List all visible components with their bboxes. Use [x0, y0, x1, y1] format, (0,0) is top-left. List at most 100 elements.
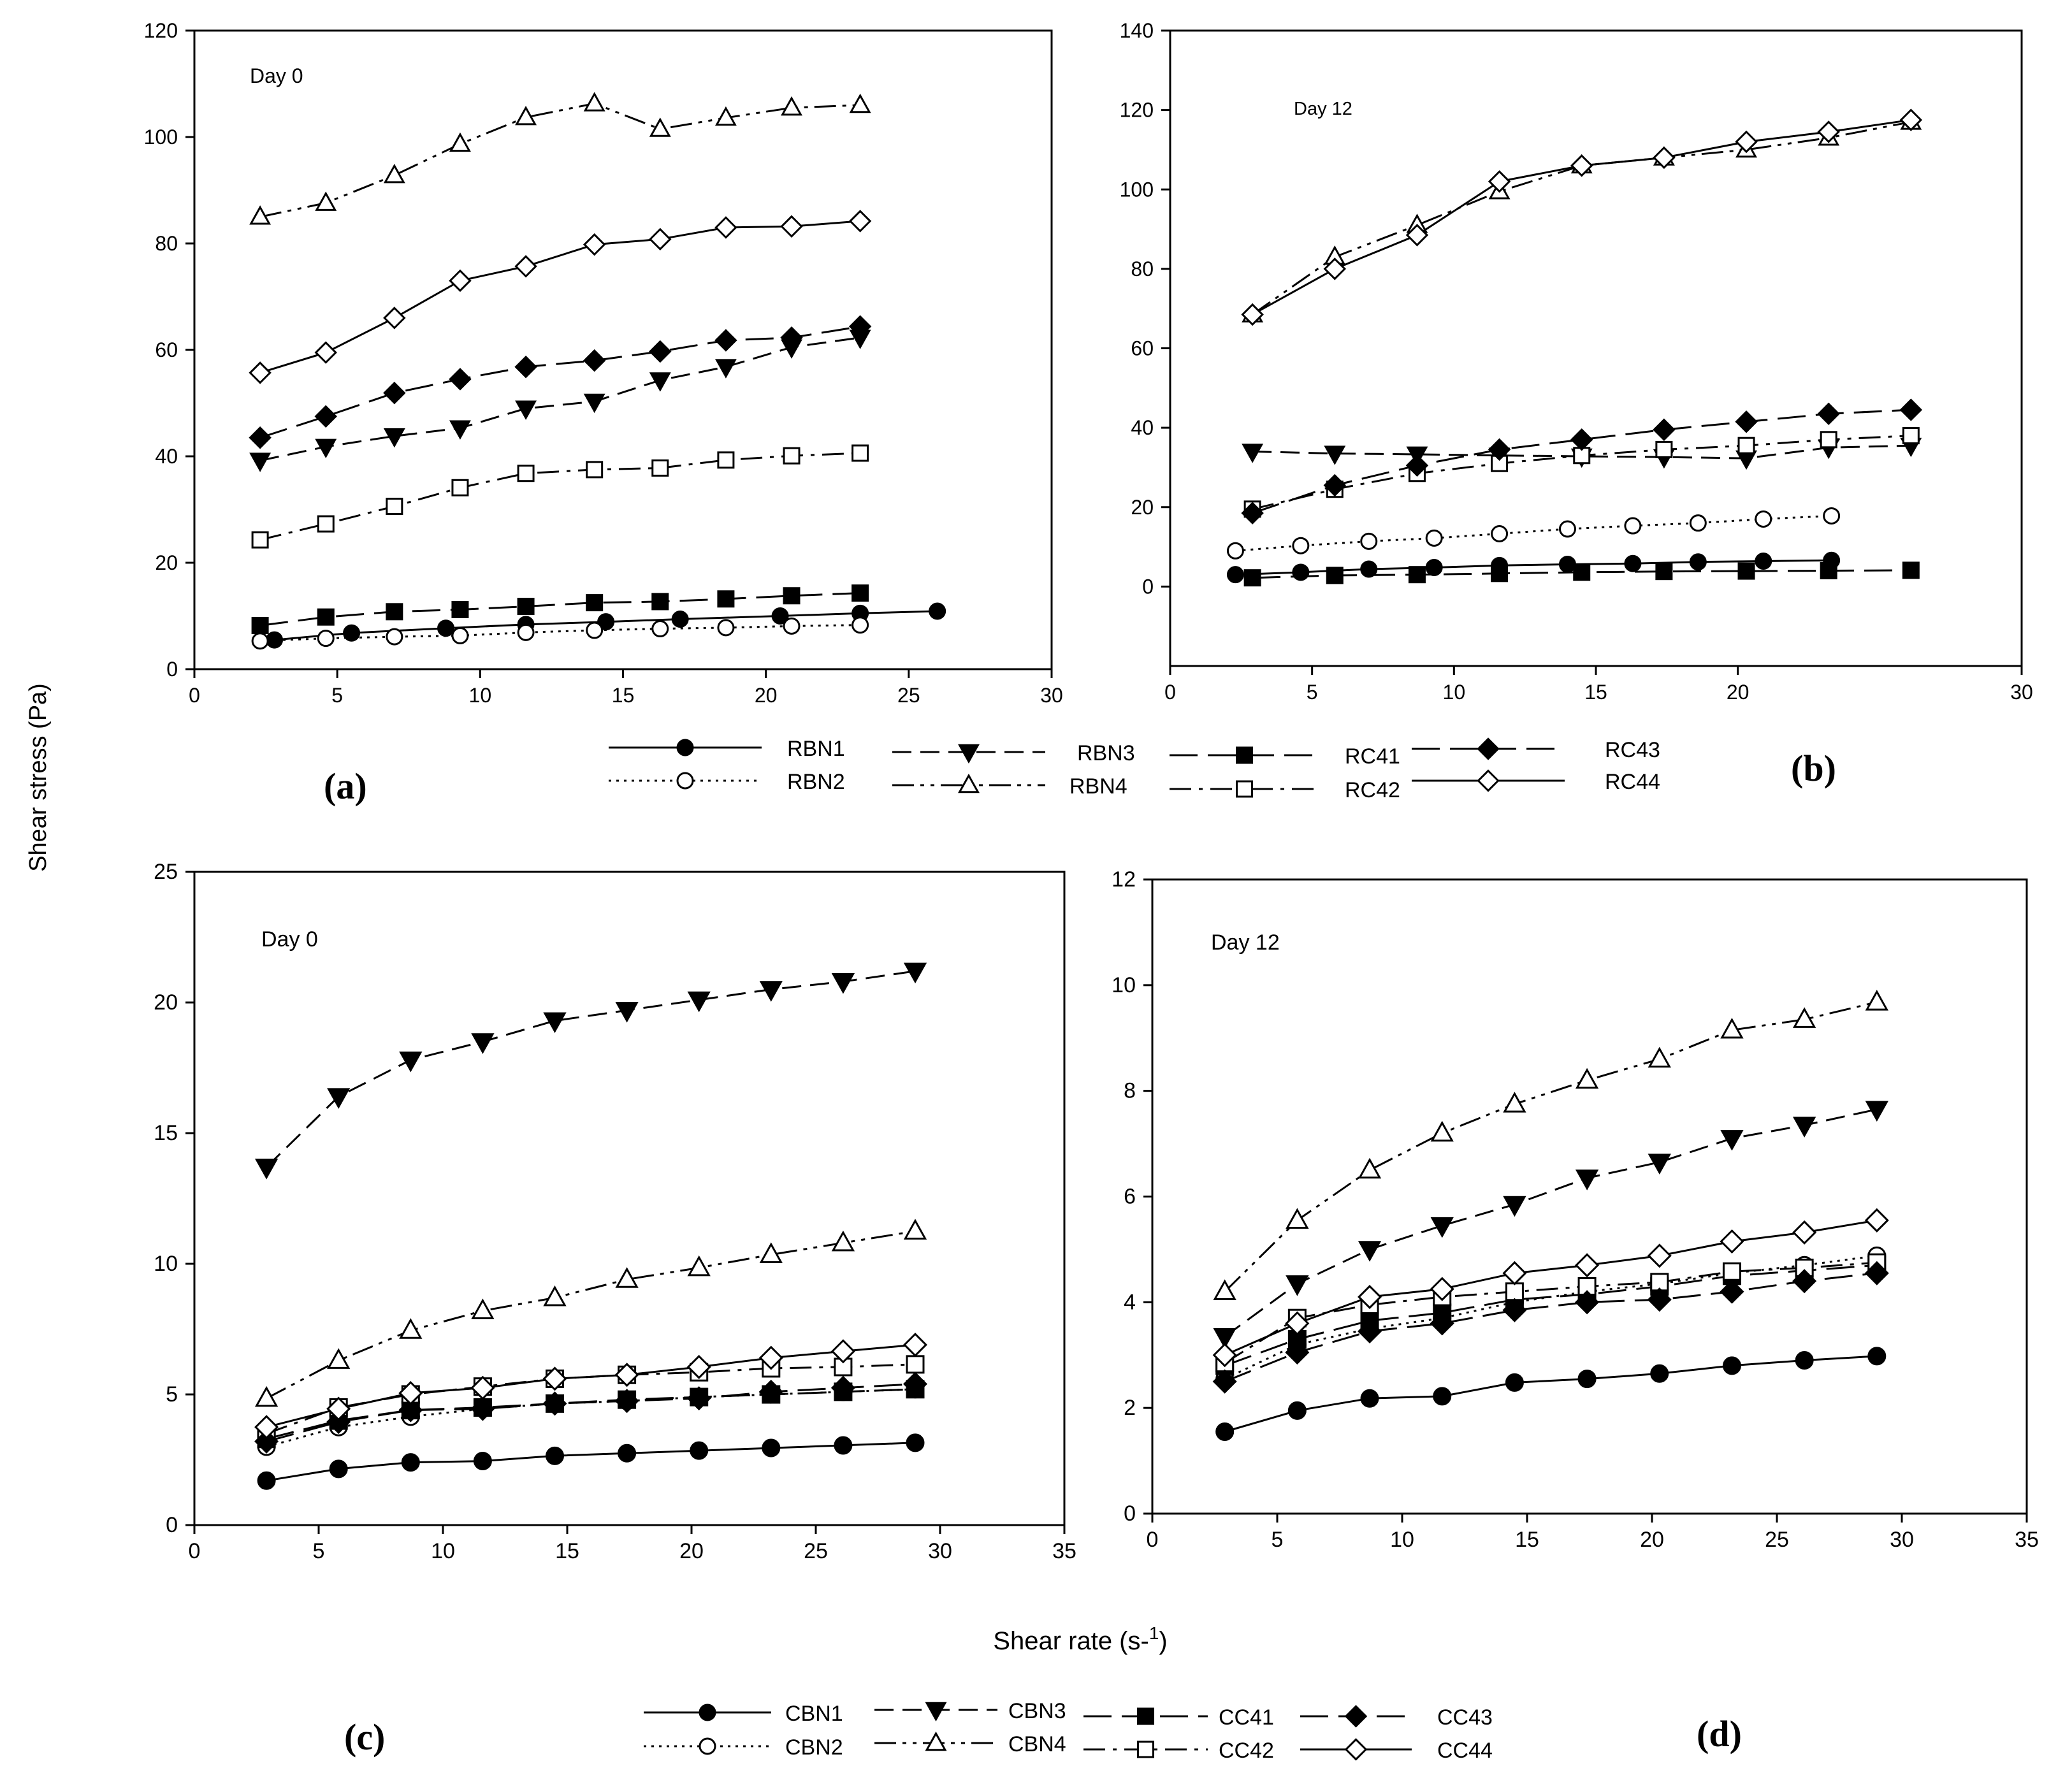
point-d-CBN1-5 [1577, 1370, 1597, 1389]
point-a-RC43-3 [449, 368, 472, 391]
legend-label-RBN2: RBN2 [787, 770, 845, 794]
point-c-CBN3-8 [831, 973, 855, 994]
series-line-d-CC42 [1224, 1261, 1877, 1364]
x-tick-label-b-2: 10 [1443, 681, 1466, 704]
x-tick-label-b-3: 15 [1584, 681, 1607, 704]
point-a-RC41-1 [317, 608, 335, 626]
x-tick-label-c-6: 30 [928, 1539, 952, 1563]
plot-frame-d [1151, 878, 2028, 1515]
panel-a-chart: 0 5 10 15 20 25 30 0 20 40 60 80 100 120 Day 0 [144, 19, 1063, 707]
point-a-RC41-7 [717, 590, 735, 608]
point-d-CBN3-5 [1575, 1169, 1599, 1190]
legend-marker-RBN4 [958, 773, 980, 793]
point-c-CBN4-0 [254, 1386, 279, 1407]
point-a-RC43-2 [383, 381, 406, 405]
point-a-RBN2-2 [386, 628, 403, 646]
legend-marker-CBN2 [699, 1737, 716, 1755]
point-b-RC41-3 [1491, 565, 1509, 582]
point-c-CC44-4 [542, 1366, 567, 1391]
point-a-RBN4-4 [515, 106, 537, 126]
series-line-b-RC44 [1252, 119, 1911, 315]
point-d-CC44-8 [1792, 1220, 1817, 1245]
y-tick-label-d-1: 2 [1124, 1396, 1136, 1420]
point-d-CBN1-8 [1795, 1351, 1814, 1370]
legend-marker-CC41 [1137, 1707, 1154, 1725]
point-d-CC42-7 [1722, 1262, 1741, 1281]
point-b-RBN3-0 [1242, 444, 1264, 463]
point-d-CBN1-9 [1867, 1347, 1887, 1366]
point-d-CC44-2 [1358, 1285, 1382, 1310]
point-a-RC43-1 [314, 405, 337, 428]
point-b-RC41-4 [1573, 563, 1591, 581]
point-c-CC44-6 [686, 1354, 711, 1379]
legend-label-RC42: RC42 [1345, 778, 1400, 802]
point-c-CBN3-7 [759, 981, 783, 1002]
point-d-CBN3-1 [1286, 1275, 1309, 1296]
point-d-CBN3-4 [1503, 1196, 1526, 1217]
panel-label-c: (c) [344, 1716, 385, 1758]
point-d-CBN3-7 [1720, 1130, 1744, 1151]
point-a-RC42-9 [851, 444, 869, 462]
point-b-RBN2-9 [1823, 507, 1841, 525]
point-c-CC43-9 [902, 1371, 928, 1396]
point-a-RC41-3 [451, 600, 469, 618]
point-d-CC44-1 [1285, 1311, 1310, 1336]
point-a-RC44-9 [848, 210, 872, 233]
point-c-CBN1-1 [329, 1459, 348, 1479]
point-c-CBN3-2 [399, 1052, 423, 1073]
panel-label-b: (b) [1791, 748, 1836, 789]
point-c-CBN1-2 [401, 1453, 420, 1472]
point-d-CBN1-6 [1650, 1364, 1669, 1383]
point-a-RBN4-0 [249, 205, 272, 225]
point-c-CC43-3 [470, 1396, 495, 1421]
point-d-CC43-1 [1285, 1340, 1310, 1365]
point-d-CBN1-7 [1722, 1356, 1741, 1375]
point-a-RC44-0 [249, 361, 272, 384]
point-d-CBN4-8 [1792, 1007, 1816, 1028]
point-c-CBN1-5 [618, 1444, 637, 1463]
x-axis-label-superscript: 1 [1149, 1623, 1159, 1643]
point-b-RC44-2 [1405, 224, 1429, 247]
point-c-CC44-7 [758, 1345, 783, 1370]
y-tick-label-a-5: 100 [144, 126, 178, 148]
point-c-CBN4-2 [399, 1318, 423, 1339]
series-line-a-RC43 [259, 325, 860, 439]
point-a-RC44-2 [383, 307, 406, 329]
point-c-CBN3-4 [543, 1012, 567, 1034]
point-c-CC43-2 [398, 1398, 423, 1422]
panel-b-chart: 0 5 10 15 20 30 0 20 40 60 80 100 120 140 Day 12 [1120, 19, 2033, 704]
point-a-RBN4-3 [449, 132, 471, 152]
point-a-RBN4-5 [583, 92, 605, 112]
y-tick-label-a-1: 20 [155, 551, 178, 574]
point-d-CBN1-0 [1215, 1422, 1235, 1441]
series-line-b-RC43 [1252, 409, 1911, 514]
series-line-d-CC44 [1224, 1219, 1878, 1356]
point-c-CC43-6 [686, 1386, 711, 1411]
x-tick-label-d-7: 35 [2015, 1528, 2039, 1552]
point-d-CBN4-1 [1286, 1208, 1309, 1229]
x-tick-label-c-1: 5 [313, 1539, 325, 1563]
point-d-CC44-0 [1212, 1343, 1237, 1368]
point-a-RC44-8 [780, 215, 803, 238]
series-line-a-RBN3 [259, 336, 860, 462]
point-d-CBN4-4 [1503, 1092, 1526, 1113]
y-tick-label-d-6: 12 [1112, 867, 1136, 892]
x-tick-label-d-2: 10 [1390, 1528, 1414, 1552]
point-c-CBN1-0 [257, 1471, 276, 1490]
point-a-RC41-2 [386, 603, 403, 621]
legend-marker-RBN2 [676, 772, 694, 790]
y-tick-label-a-6: 120 [144, 19, 178, 42]
x-tick-label-a-5: 25 [897, 684, 920, 707]
point-a-RC44-1 [314, 341, 337, 364]
point-d-CBN1-3 [1433, 1387, 1452, 1406]
point-c-CBN3-6 [687, 991, 711, 1013]
y-tick-label-c-1: 5 [166, 1382, 178, 1407]
series-line-d-CBN4 [1224, 1001, 1878, 1292]
point-a-RBN1-1 [343, 624, 361, 642]
point-a-RBN3-1 [315, 438, 337, 459]
point-b-RC43-2 [1405, 454, 1429, 477]
point-a-RC42-5 [586, 461, 604, 479]
x-tick-label-a-1: 5 [331, 684, 343, 707]
point-b-RBN2-8 [1755, 510, 1772, 528]
point-b-RBN3-1 [1324, 445, 1346, 465]
